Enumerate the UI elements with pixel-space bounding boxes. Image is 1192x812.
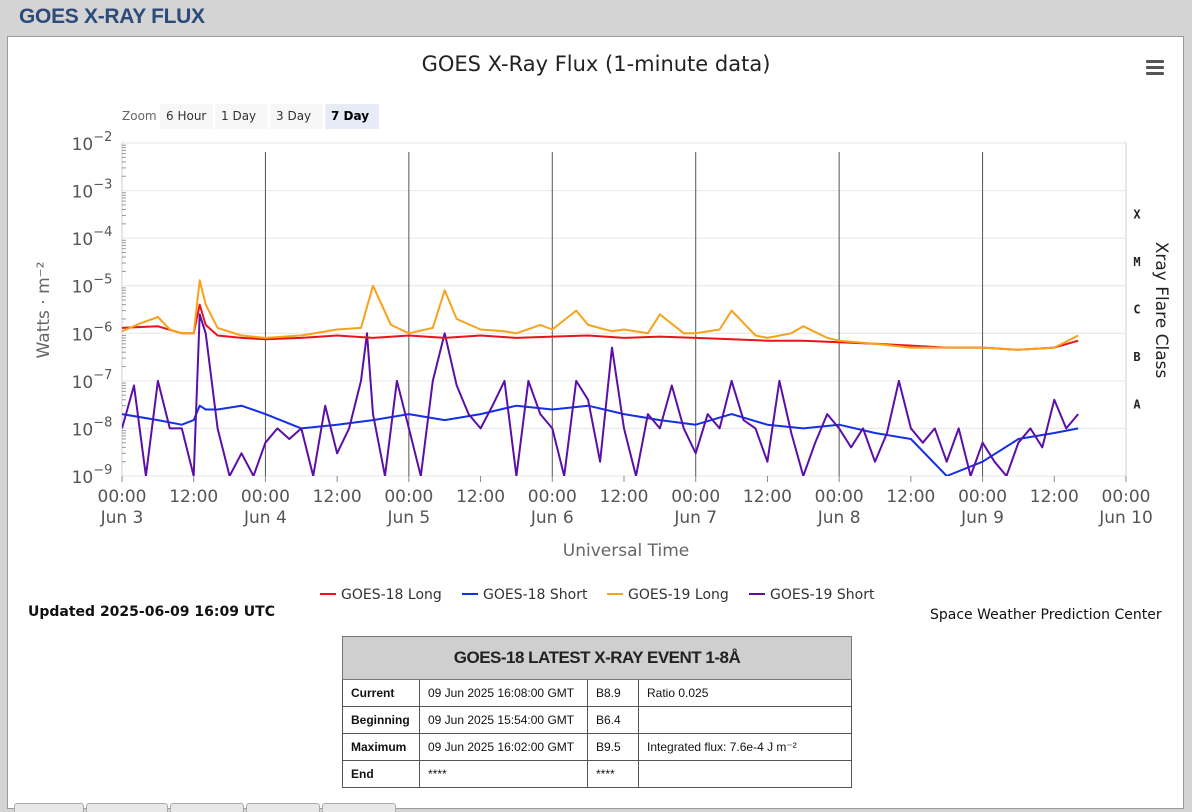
y-tick-label: 10−2 — [72, 130, 113, 155]
zoom-3-day-button[interactable]: 3 Day — [270, 104, 323, 129]
y-axis-title: Watts · m⁻² — [34, 262, 54, 359]
event-table: GOES-18 LATEST X-RAY EVENT 1-8Å Current … — [342, 636, 852, 788]
row-class: B9.5 — [587, 733, 639, 761]
flare-class-label: C — [1133, 303, 1140, 317]
y-tick-label: 10−9 — [72, 463, 113, 488]
x-tick-date-label: Jun 9 — [960, 508, 1004, 528]
row-class: **** — [587, 760, 639, 788]
credit-text: Space Weather Prediction Center — [930, 607, 1162, 623]
x-tick-date-label: Jun 6 — [530, 508, 574, 528]
y-tick-label: 10−4 — [72, 225, 113, 250]
row-class: B8.9 — [587, 679, 639, 707]
x-tick-time-label: 00:00 — [958, 487, 1007, 507]
series-line-goes-19-short — [122, 313, 1079, 476]
x-tick-time-label: 12:00 — [886, 487, 935, 507]
row-label: Maximum — [342, 733, 420, 761]
bottom-tab[interactable] — [170, 803, 244, 812]
series-line-goes-19-long — [122, 279, 1079, 351]
right-axis-title: Xray Flare Class — [1151, 242, 1171, 379]
x-tick-time-label: 12:00 — [1030, 487, 1079, 507]
updated-timestamp: Updated 2025-06-09 16:09 UTC — [28, 604, 275, 620]
y-tick-label: 10−8 — [72, 415, 113, 440]
x-tick-time-label: 00:00 — [528, 487, 577, 507]
bottom-tab[interactable] — [14, 803, 84, 812]
row-note: Integrated flux: 7.6e-4 J m⁻² — [638, 733, 852, 761]
page-title: GOES X-RAY FLUX — [19, 5, 205, 28]
x-tick-date-label: Jun 10 — [1098, 508, 1153, 528]
chart-title: GOES X-Ray Flux (1-minute data) — [421, 52, 771, 76]
x-tick-time-label: 12:00 — [743, 487, 792, 507]
zoom-1-day-button[interactable]: 1 Day — [215, 104, 268, 129]
event-table-title: GOES-18 LATEST X-RAY EVENT 1-8Å — [342, 636, 852, 680]
zoom-7-day-button[interactable]: 7 Day — [325, 104, 379, 129]
x-axis-title: Universal Time — [563, 541, 689, 561]
flare-class-label: B — [1133, 350, 1140, 364]
row-label: End — [342, 760, 420, 788]
x-tick-date-label: Jun 4 — [243, 508, 287, 528]
zoom-6-hour-button[interactable]: 6 Hour — [160, 104, 213, 129]
row-label: Current — [342, 679, 420, 707]
hamburger-menu-icon[interactable] — [1146, 60, 1164, 76]
flare-class-label: X — [1133, 207, 1141, 221]
x-tick-time-label: 00:00 — [98, 487, 147, 507]
row-note — [638, 706, 852, 734]
x-tick-time-label: 00:00 — [384, 487, 433, 507]
row-class: B6.4 — [587, 706, 639, 734]
legend-item: GOES-18 Long — [341, 587, 442, 603]
table-row: Maximum 09 Jun 2025 16:02:00 GMT B9.5 In… — [342, 733, 852, 761]
bottom-tab[interactable] — [322, 803, 396, 812]
row-note — [638, 760, 852, 788]
bottom-tab[interactable] — [246, 803, 320, 812]
x-tick-time-label: 12:00 — [456, 487, 505, 507]
x-tick-time-label: 12:00 — [600, 487, 649, 507]
bottom-tabs — [14, 803, 1174, 812]
x-tick-time-label: 00:00 — [671, 487, 720, 507]
x-tick-time-label: 12:00 — [313, 487, 362, 507]
x-tick-date-label: Jun 7 — [673, 508, 717, 528]
x-tick-time-label: 00:00 — [241, 487, 290, 507]
table-row: End **** **** — [342, 760, 852, 788]
row-label: Beginning — [342, 706, 420, 734]
x-tick-date-label: Jun 3 — [100, 508, 144, 528]
series-line-goes-18-long — [122, 303, 1079, 351]
y-tick-label: 10−7 — [72, 368, 113, 393]
flare-class-label: A — [1133, 398, 1141, 412]
legend-item: GOES-18 Short — [483, 587, 588, 603]
row-time: **** — [419, 760, 588, 788]
bottom-tab[interactable] — [86, 803, 168, 812]
y-tick-label: 10−6 — [72, 320, 113, 345]
y-tick-label: 10−3 — [72, 178, 113, 203]
row-note: Ratio 0.025 — [638, 679, 852, 707]
table-row: Current 09 Jun 2025 16:08:00 GMT B8.9 Ra… — [342, 679, 852, 707]
x-tick-time-label: 00:00 — [1102, 487, 1151, 507]
x-tick-time-label: 00:00 — [815, 487, 864, 507]
x-tick-date-label: Jun 8 — [817, 508, 861, 528]
flare-class-label: M — [1133, 255, 1140, 269]
series-line-goes-18-short — [122, 404, 1079, 476]
x-tick-time-label: 12:00 — [169, 487, 218, 507]
zoom-label: Zoom — [122, 109, 157, 123]
legend-item: GOES-19 Long — [628, 587, 729, 603]
table-row: Beginning 09 Jun 2025 15:54:00 GMT B6.4 — [342, 706, 852, 734]
row-time: 09 Jun 2025 15:54:00 GMT — [419, 706, 588, 734]
legend-item: GOES-19 Short — [770, 587, 875, 603]
y-tick-label: 10−5 — [72, 273, 113, 298]
x-tick-date-label: Jun 5 — [386, 508, 430, 528]
row-time: 09 Jun 2025 16:02:00 GMT — [419, 733, 588, 761]
row-time: 09 Jun 2025 16:08:00 GMT — [419, 679, 588, 707]
